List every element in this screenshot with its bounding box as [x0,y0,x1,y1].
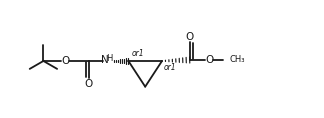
Text: CH₃: CH₃ [229,55,245,65]
Text: O: O [186,32,194,42]
Text: N: N [101,55,109,65]
Text: O: O [61,56,69,66]
Text: or1: or1 [131,49,144,58]
Text: H: H [107,53,113,63]
Text: O: O [85,79,93,89]
Text: or1: or1 [164,63,177,72]
Text: O: O [205,55,214,65]
